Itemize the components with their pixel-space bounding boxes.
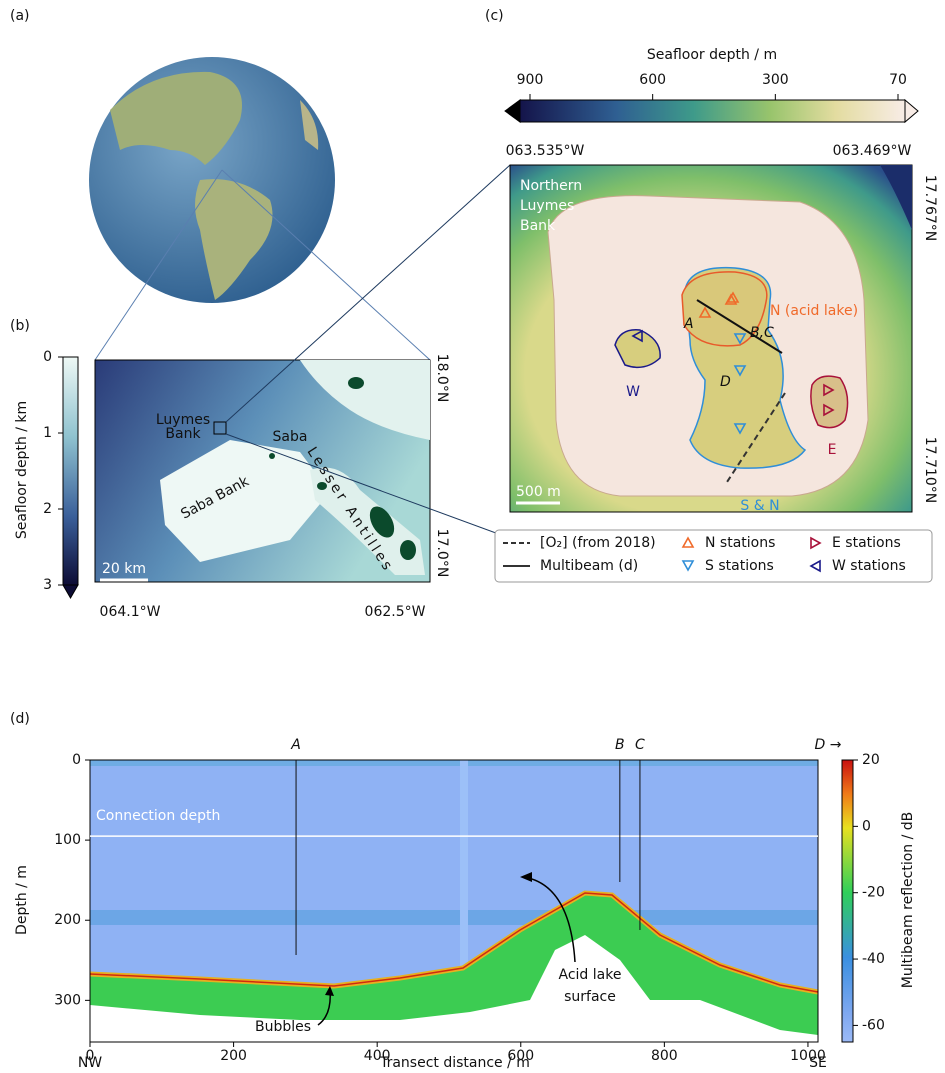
map-title: Bank bbox=[520, 218, 556, 234]
legend-label: Multibeam (d) bbox=[540, 558, 638, 574]
map-title: Northern bbox=[520, 178, 582, 194]
place-label: Saba bbox=[273, 429, 308, 445]
lon-label: 063.535°W bbox=[506, 143, 585, 159]
lat-label: 17.0°N bbox=[434, 529, 450, 578]
lon-label: 062.5°W bbox=[365, 604, 426, 620]
marker-label: B bbox=[615, 737, 625, 753]
x-tick-label: 200 bbox=[220, 1048, 247, 1064]
colorbar bbox=[63, 357, 78, 585]
island bbox=[348, 377, 364, 389]
point-label: A bbox=[683, 316, 694, 332]
point-label: D bbox=[720, 374, 731, 390]
tick-label: 70 bbox=[889, 72, 907, 88]
annotation: Bubbles bbox=[255, 1019, 311, 1035]
y-tick-label: 100 bbox=[54, 832, 81, 848]
lon-label: 063.469°W bbox=[833, 143, 912, 159]
echogram-band bbox=[90, 910, 818, 925]
region-label: N (acid lake) bbox=[770, 303, 858, 319]
x-end-label: SE bbox=[809, 1055, 827, 1071]
colorbar-tick-label: -20 bbox=[862, 885, 885, 901]
figure: (a) (b) Seafloor depth / km 0123 Luymes … bbox=[0, 0, 945, 1073]
tick-label: 1 bbox=[43, 425, 52, 441]
y-axis-title: Depth / m bbox=[14, 865, 30, 935]
tick-label: 2 bbox=[43, 501, 52, 517]
colorbar-extend bbox=[505, 100, 520, 122]
island bbox=[269, 453, 275, 459]
lon-label: 064.1°W bbox=[100, 604, 161, 620]
echogram-band bbox=[90, 760, 818, 766]
region-label: S & N bbox=[740, 498, 779, 514]
legend-label: S stations bbox=[705, 558, 774, 574]
connection-label: Connection depth bbox=[96, 808, 220, 824]
legend-label: N stations bbox=[705, 535, 775, 551]
tick-label: 300 bbox=[762, 72, 789, 88]
tick-label: 0 bbox=[43, 349, 52, 365]
region-label: W bbox=[626, 384, 640, 400]
colorbar-tick-label: 0 bbox=[862, 818, 871, 834]
map-title: Luymes bbox=[520, 198, 574, 214]
y-tick-label: 200 bbox=[54, 912, 81, 928]
legend-label: [O₂] (from 2018) bbox=[540, 535, 656, 551]
region-label: E bbox=[828, 442, 837, 458]
legend-label: E stations bbox=[832, 535, 901, 551]
island bbox=[400, 540, 416, 560]
colorbar-tick-label: -60 bbox=[862, 1017, 885, 1033]
panel-label: (c) bbox=[485, 8, 504, 24]
colorbar-title: Multibeam reflection / dB bbox=[900, 812, 916, 989]
y-tick-label: 0 bbox=[72, 752, 81, 768]
colorbar bbox=[520, 100, 905, 122]
marker-label: C bbox=[635, 737, 645, 753]
point-label: B,C bbox=[750, 325, 774, 341]
y-tick-label: 300 bbox=[54, 992, 81, 1008]
colorbar-title: Seafloor depth / m bbox=[647, 47, 777, 63]
annotation: surface bbox=[564, 989, 616, 1005]
scale-label: 20 km bbox=[102, 561, 146, 577]
x-end-label: NW bbox=[78, 1055, 102, 1071]
lat-label: 17.767°N bbox=[922, 175, 938, 241]
place-label: Bank bbox=[165, 426, 201, 442]
panel-label: (b) bbox=[10, 318, 30, 334]
scale-label: 500 m bbox=[516, 484, 561, 500]
marker-label: D → bbox=[815, 737, 842, 753]
colorbar-extend bbox=[905, 100, 918, 122]
e-mound bbox=[811, 376, 848, 427]
x-axis-title: Transect distance / m bbox=[379, 1055, 530, 1071]
colorbar-title: Seafloor depth / km bbox=[14, 401, 30, 539]
panel-label: (d) bbox=[10, 711, 30, 727]
lat-label: 18.0°N bbox=[434, 354, 450, 403]
legend-label: W stations bbox=[832, 558, 906, 574]
marker-label: A bbox=[290, 737, 301, 753]
colorbar-tick-label: -40 bbox=[862, 951, 885, 967]
tick-label: 3 bbox=[43, 577, 52, 593]
lat-label: 17.710°N bbox=[922, 437, 938, 503]
tick-label: 900 bbox=[517, 72, 544, 88]
annotation: Acid lake bbox=[559, 967, 622, 983]
colorbar-tick-label: 20 bbox=[862, 752, 880, 768]
x-tick-label: 800 bbox=[651, 1048, 678, 1064]
tick-label: 600 bbox=[639, 72, 666, 88]
colorbar-extend bbox=[63, 585, 78, 598]
colorbar bbox=[842, 760, 853, 1042]
panel-label: (a) bbox=[10, 8, 30, 24]
